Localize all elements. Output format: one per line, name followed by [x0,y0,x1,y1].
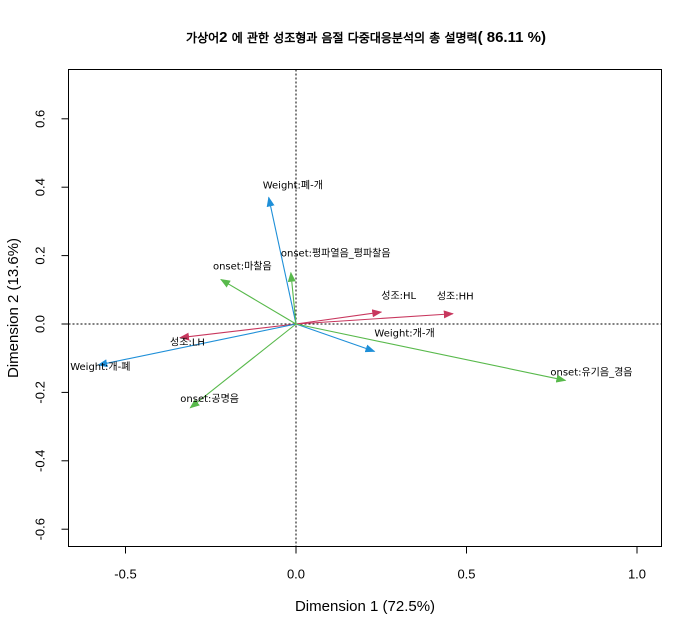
x-tick-label: 0.5 [457,567,475,582]
y-tick-label: 0.0 [33,315,48,333]
y-tick-label: -0.4 [33,450,48,472]
arrow--segment [179,323,297,341]
chart-title-part3: 에 관한 성조형과 음절 다중대응분석의 총 설명력 [228,30,478,45]
arrow--segment [295,309,383,325]
arrow-onset-segment [189,323,297,409]
arrow-group [97,196,567,409]
arrow-label: Weight:폐-개 [263,179,323,191]
arrow-label: Weight:개-개 [374,327,434,339]
x-tick-label: 0.0 [287,567,305,582]
y-axis: -0.6 -0.4 -0.2 0.0 0.2 0.4 0.6 [33,110,69,540]
x-axis-title: Dimension 1 (72.5%) [295,598,435,615]
arrow-label: onset:마찰음 [213,261,272,273]
y-tick-label: 0.4 [33,178,48,196]
arrow-onset-segment [295,323,567,383]
arrow-label: onset:유기음_경음 [550,365,632,378]
arrow-onset-segment [220,279,297,325]
arrow-weight-segment [266,196,297,325]
x-tick-label: -0.5 [114,567,136,582]
chart-title-part2: 2 [219,29,227,46]
x-axis: -0.5 0.0 0.5 1.0 [114,546,646,582]
x-tick-label: 1.0 [628,567,646,582]
plot-frame [68,69,662,547]
arrow-weight-segment [97,323,297,368]
y-axis-title: Dimension 2 (13.6%) [5,238,22,378]
y-tick-label: 0.2 [33,247,48,265]
arrow-label: 성조:LH [170,337,205,349]
y-tick-label: 0.6 [33,110,48,128]
reference-lines [68,69,662,547]
y-tick-label: -0.2 [33,381,48,403]
arrow-label-group: 성조:LH 성조:HL 성조:HH Weight:폐-개 Weight:개-폐 Weigh… [70,179,632,404]
arrow-label: Weight:개-폐 [70,361,130,373]
chart-title-part4: ( 86.11 %) [478,29,546,46]
arrow-label: 성조:HL [381,290,416,302]
chart-title-part1: 가상어 [186,30,219,45]
arrow-label: onset:공명음 [180,393,239,405]
arrow-label: 성조:HH [437,291,474,303]
y-tick-label: -0.6 [33,518,48,540]
arrow-weight-segment [295,323,376,353]
arrow--segment [295,310,454,325]
arrow-label: onset:평파열음_평파찰음 [281,248,391,260]
arrow-onset-segment [287,271,297,325]
chart-title: 가상어2 에 관한 성조형과 음절 다중대응분석의 총 설명력( 86.11 %… [186,29,546,46]
